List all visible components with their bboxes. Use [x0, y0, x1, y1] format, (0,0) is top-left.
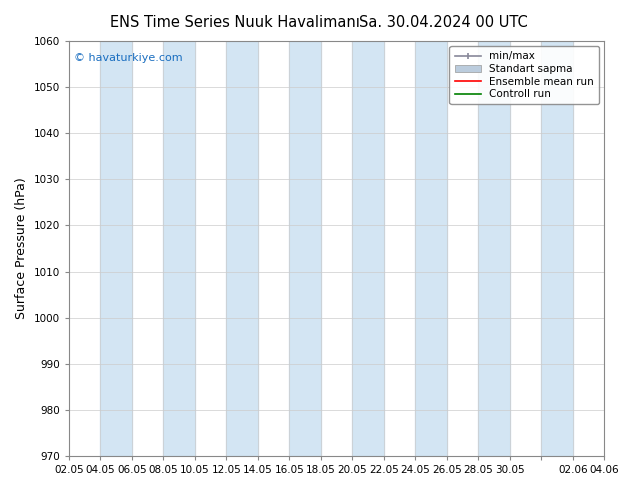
Bar	[415, 41, 447, 456]
Text: Sa. 30.04.2024 00 UTC: Sa. 30.04.2024 00 UTC	[359, 15, 528, 30]
Bar	[226, 41, 258, 456]
Bar	[289, 41, 321, 456]
Bar	[478, 41, 510, 456]
Y-axis label: Surface Pressure (hPa): Surface Pressure (hPa)	[15, 178, 28, 319]
Legend: min/max, Standart sapma, Ensemble mean run, Controll run: min/max, Standart sapma, Ensemble mean r…	[450, 46, 599, 104]
Bar	[164, 41, 195, 456]
Bar	[100, 41, 132, 456]
Bar	[353, 41, 384, 456]
Text: © havaturkiye.com: © havaturkiye.com	[74, 53, 183, 64]
Text: ENS Time Series Nuuk Havalimanı: ENS Time Series Nuuk Havalimanı	[110, 15, 359, 30]
Bar	[541, 41, 573, 456]
